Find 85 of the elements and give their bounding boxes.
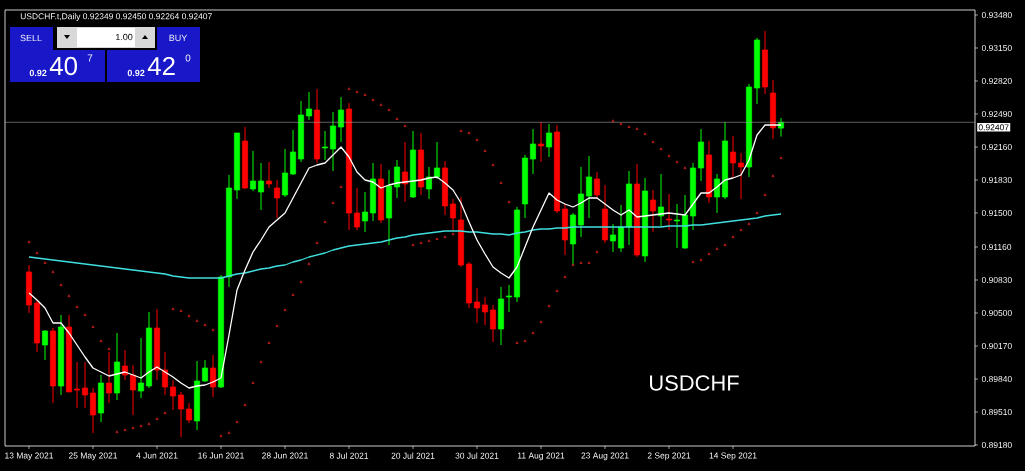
x-tick-label: 14 Sep 2021: [709, 452, 757, 461]
candlestick: [42, 329, 48, 361]
candlestick: [618, 204, 624, 253]
candlestick: [538, 121, 544, 163]
candlestick: [474, 287, 480, 324]
candlestick: [666, 193, 672, 231]
y-tick-label: 0.89840: [981, 376, 1012, 382]
candlestick: [290, 129, 296, 176]
candlestick: [170, 379, 176, 411]
candlestick: [106, 351, 112, 404]
annotation: BUY: [169, 34, 188, 42]
y-tick-label: 0.93150: [981, 45, 1012, 51]
y-tick-label: 0.90500: [981, 310, 1012, 316]
candlestick: [90, 387, 96, 434]
x-tick-label: 28 Jun 2021: [262, 452, 308, 459]
candlestick: [434, 141, 440, 180]
x-tick-label: 8 Jul 2021: [329, 452, 369, 459]
y-tick-label: 0.91160: [981, 244, 1012, 250]
annotation: 1.00: [116, 33, 133, 41]
candlestick: [594, 171, 600, 200]
y-tick-label: 0.91500: [981, 210, 1012, 216]
y-tick-label: 0.92490: [981, 111, 1012, 117]
x-tick-label: 30 Jul 2021: [455, 452, 499, 459]
candlestick: [258, 162, 264, 211]
candlestick: [450, 198, 456, 232]
candlestick: [546, 123, 552, 158]
candlestick: [138, 337, 144, 399]
candlestick: [714, 173, 720, 214]
candlestick: [266, 161, 272, 189]
x-tick-label: 13 May 2021: [5, 452, 54, 461]
y-tick-label: 0.91830: [981, 177, 1012, 183]
x-tick-label: 16 Jun 2021: [198, 452, 244, 459]
annotation: 42: [147, 56, 175, 76]
candlestick: [650, 189, 656, 233]
candlestick: [530, 128, 536, 175]
y-tick-label: 0.92160: [981, 144, 1012, 150]
annotation: 0: [185, 54, 191, 62]
candlestick: [362, 191, 368, 233]
x-tick-label: 11 Aug 2021: [517, 452, 565, 461]
candlestick: [730, 135, 736, 178]
candlestick: [186, 402, 192, 424]
candlestick: [658, 173, 664, 227]
chart-title: USDCHF.t,Daily 0.92349 0.92450 0.92264 0.92407: [20, 13, 212, 21]
y-tick-label: 0.89180: [981, 442, 1012, 448]
annotation: 0.92: [29, 69, 47, 77]
annotation: 7: [87, 54, 93, 62]
annotation: 40: [49, 56, 77, 76]
candlestick: [210, 354, 216, 398]
candlestick: [402, 141, 408, 203]
annotation: 0.92: [127, 69, 145, 77]
candlestick: [394, 159, 400, 199]
candlestick: [130, 364, 136, 416]
ref-line-label: 0.92407: [978, 124, 1009, 131]
candlestick: [274, 179, 280, 219]
y-tick-label: 0.89510: [981, 409, 1012, 415]
y-tick-label: 0.92820: [981, 78, 1012, 84]
candlestick: [74, 361, 80, 409]
x-tick-label: 2 Sep 2021: [647, 452, 691, 461]
candlestick: [490, 304, 496, 343]
candlestick: [330, 111, 336, 172]
candlestick: [306, 91, 312, 121]
y-tick-label: 0.90830: [981, 277, 1012, 283]
candlestick: [586, 155, 592, 219]
candlestick: [250, 150, 256, 192]
candlestick: [322, 130, 328, 161]
x-tick-label: 20 Jul 2021: [391, 452, 435, 459]
candlestick: [674, 203, 680, 249]
candlestick: [426, 166, 432, 200]
annotation: USDCHF: [650, 375, 739, 391]
annotation: SELL: [20, 34, 42, 42]
candlestick: [162, 351, 168, 396]
candlestick: [738, 152, 744, 200]
x-tick-label: 25 May 2021: [68, 452, 118, 461]
candlestick: [82, 361, 88, 409]
x-tick-label: 4 Jun 2021: [136, 452, 178, 459]
y-tick-label: 0.93480: [981, 12, 1012, 18]
y-tick-label: 0.90170: [981, 343, 1012, 349]
candlestick: [482, 296, 488, 326]
candlestick: [282, 148, 288, 198]
candlestick: [506, 284, 512, 313]
candlestick: [178, 391, 184, 438]
candlestick: [610, 223, 616, 253]
candlestick: [338, 96, 344, 143]
x-tick-label: 23 Aug 2021: [581, 452, 629, 461]
candlestick: [354, 187, 360, 231]
